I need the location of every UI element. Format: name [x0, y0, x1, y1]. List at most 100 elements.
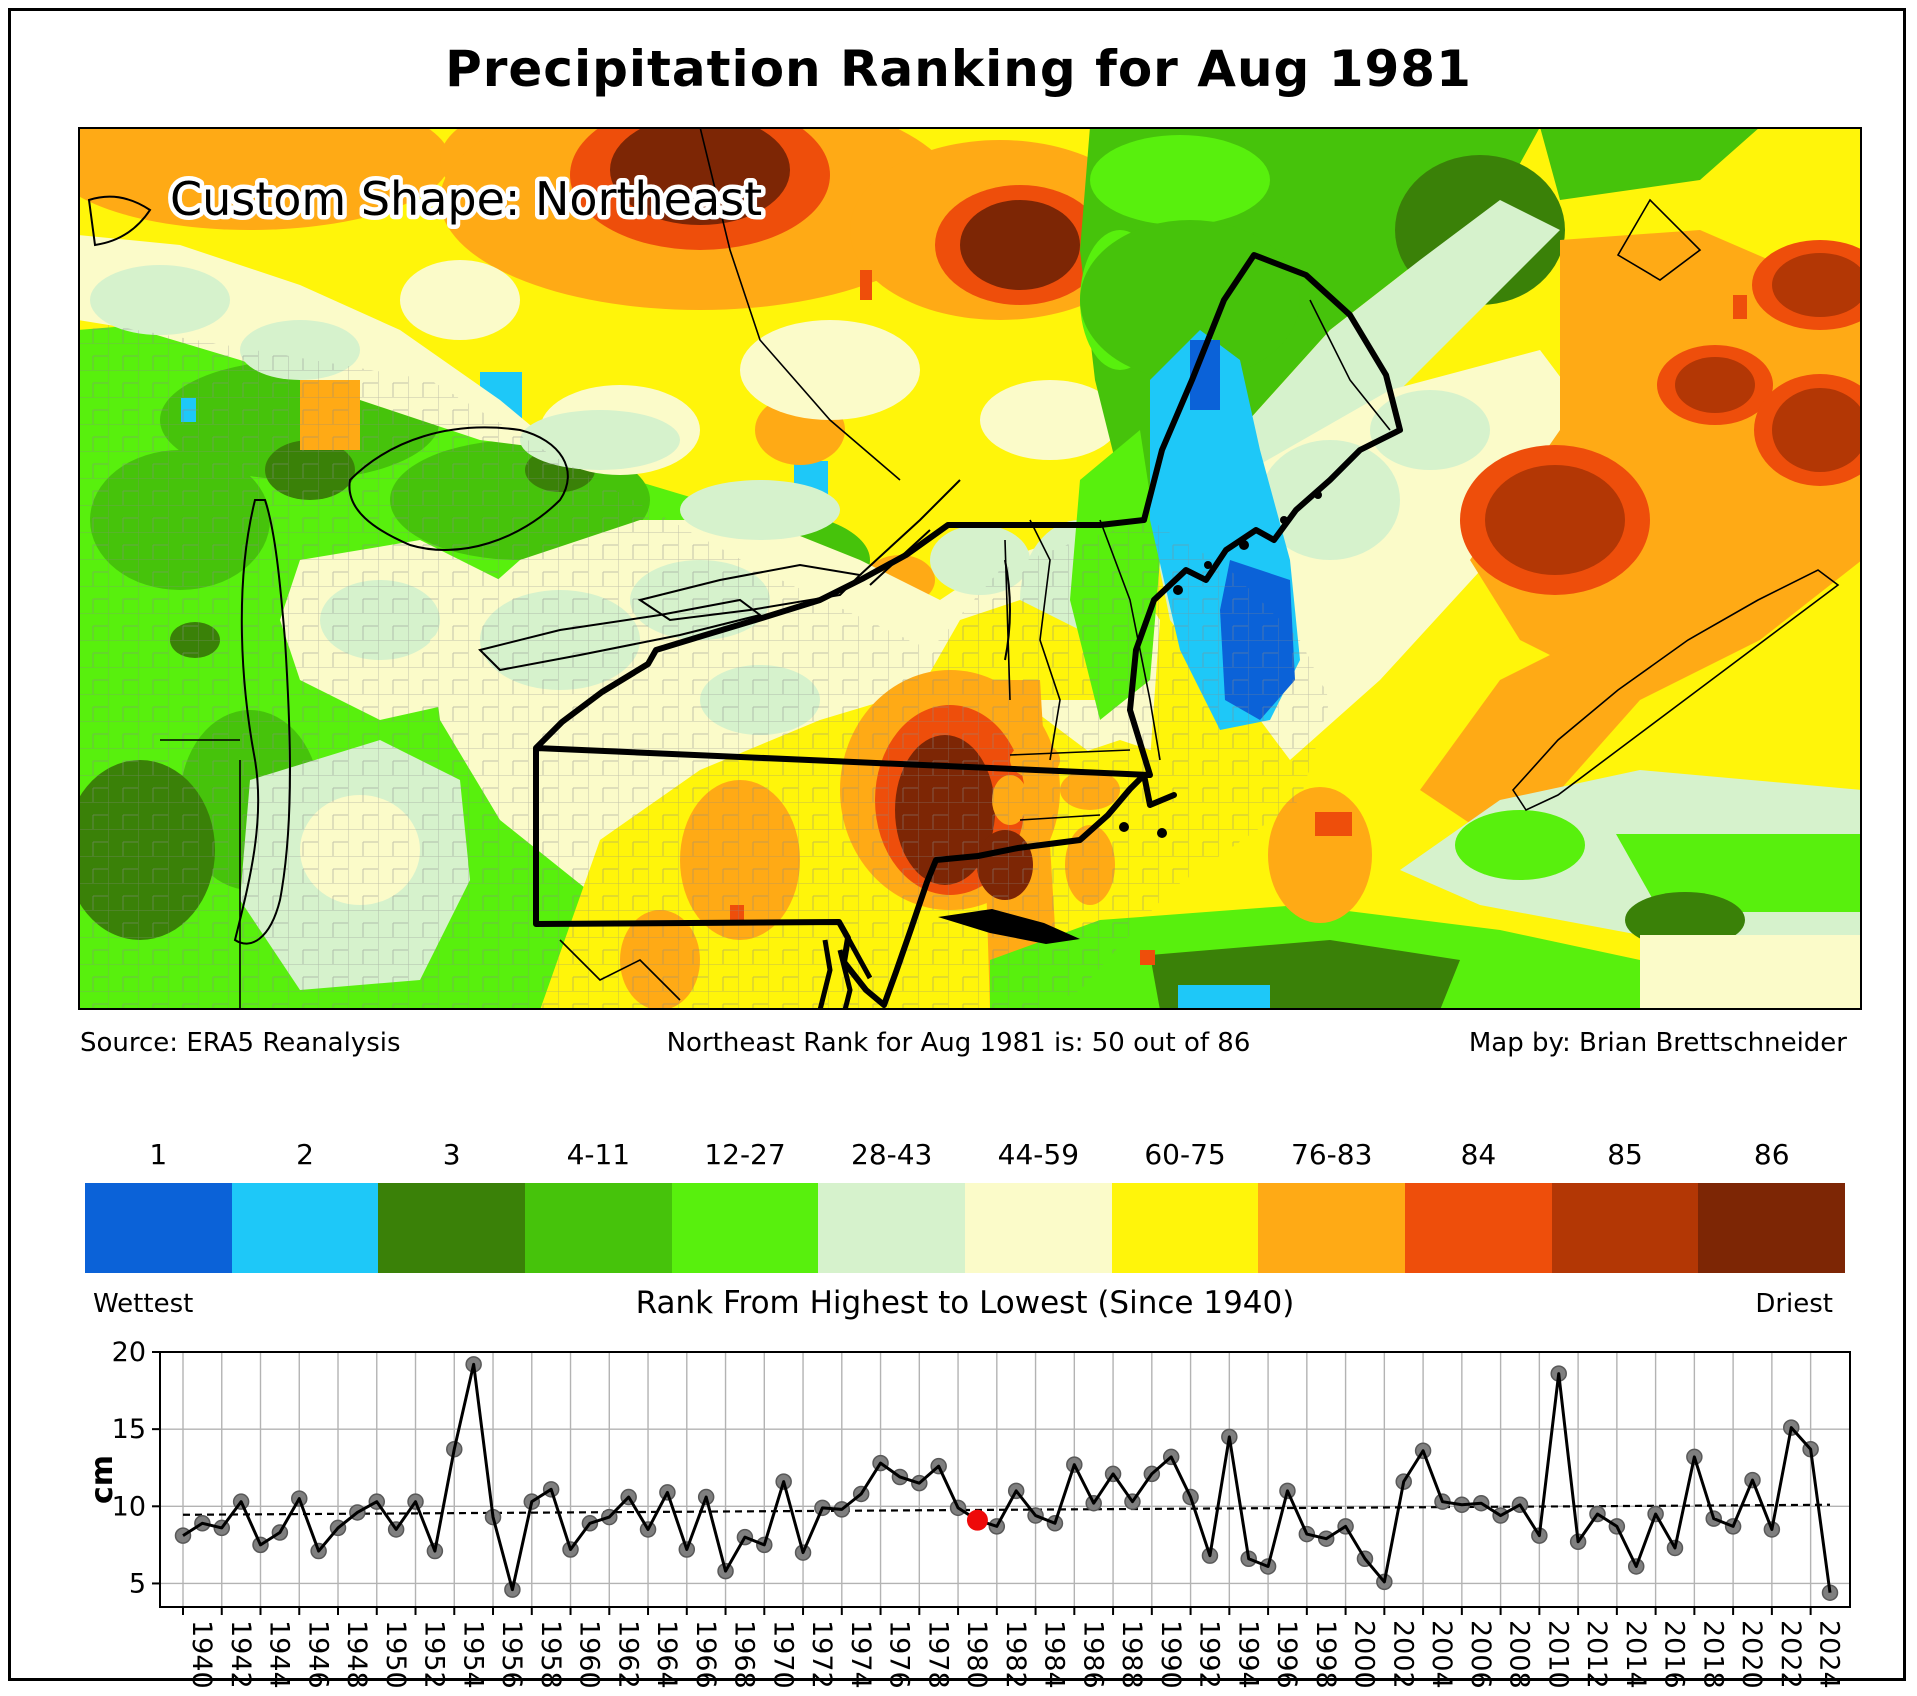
legend-category-label: 12-27 — [704, 1138, 786, 1171]
map-overlay-label: Custom Shape: Northeast — [170, 172, 762, 226]
chart-xtick-label: 1954 — [457, 1620, 488, 1689]
legend-category-label: 2 — [296, 1138, 314, 1171]
chart-xtick-label: 2006 — [1465, 1620, 1496, 1689]
chart-xtick-label: 1964 — [651, 1620, 682, 1689]
chart-ytick-label: 5 — [129, 1568, 146, 1599]
map-source: Source: ERA5 Reanalysis — [80, 1028, 401, 1058]
page-title: Precipitation Ranking for Aug 1981 — [445, 40, 1472, 98]
legend-swatch — [1258, 1183, 1406, 1273]
chart-xtick-label: 2000 — [1349, 1620, 1380, 1689]
map-region-maritimes-dry — [1420, 230, 1888, 830]
map-caption-row: Source: ERA5 Reanalysis Northeast Rank f… — [0, 1028, 1917, 1064]
legend-swatch — [671, 1183, 819, 1273]
chart-xtick-label: 2016 — [1659, 1620, 1690, 1689]
legend-swatch — [378, 1183, 526, 1273]
chart-xtick-label: 1984 — [1039, 1620, 1070, 1689]
chart-xtick-label: 2014 — [1620, 1620, 1651, 1689]
chart-xtick-label: 1992 — [1194, 1620, 1225, 1689]
chart-xtick-label: 1948 — [341, 1620, 372, 1689]
legend-category-label: 85 — [1607, 1138, 1643, 1171]
county-grid — [78, 320, 1330, 1010]
legend-category-label: 86 — [1753, 1138, 1790, 1171]
legend-colorbar — [85, 1183, 1846, 1273]
state-borders — [160, 126, 1840, 1010]
chart-xtick-label: 1994 — [1232, 1620, 1263, 1689]
chart-xtick-label: 2020 — [1736, 1620, 1767, 1689]
precipitation-map: Custom Shape: Northeast — [50, 90, 1888, 1011]
legend-category-label: 4-11 — [566, 1138, 631, 1171]
legend-category-label: 60-75 — [1144, 1138, 1226, 1171]
legend-swatch — [231, 1183, 379, 1273]
chart-series-line — [182, 1362, 1832, 1593]
chart-xtick-label: 1972 — [806, 1620, 837, 1689]
legend-swatch — [965, 1183, 1112, 1273]
chart-xtick-label: 2004 — [1426, 1620, 1457, 1689]
chart-xtick-label: 1950 — [380, 1620, 411, 1689]
chart-xtick-label: 1952 — [419, 1620, 450, 1689]
chart-xtick-label: 1986 — [1077, 1620, 1108, 1689]
legend-category-label: 84 — [1460, 1138, 1497, 1171]
chart-xtick-label: 1996 — [1271, 1620, 1302, 1689]
legend-labels: 1 2 3 4-11 12-27 28-43 44-59 60-75 76-83 84 85 86 — [85, 1138, 1845, 1171]
chart-ytick-label: 15 — [112, 1414, 146, 1445]
map-region-canada-dry — [50, 90, 1150, 605]
chart-xtick-label: 1942 — [225, 1620, 256, 1689]
chart-xtick-label: 2008 — [1504, 1620, 1535, 1689]
legend-swatch — [1405, 1183, 1552, 1273]
legend-swatch — [525, 1183, 672, 1273]
chart-xtick-label: 2010 — [1542, 1620, 1573, 1689]
chart-xtick-label: 2012 — [1581, 1620, 1612, 1689]
legend-swatch — [1698, 1183, 1846, 1273]
chart-xtick-label: 1988 — [1116, 1620, 1147, 1689]
chart-highlight-point — [966, 1509, 988, 1531]
map-rank-text: Northeast Rank for Aug 1981 is: 50 out o… — [666, 1028, 1251, 1058]
legend-caption: Rank From Highest to Lowest (Since 1940) — [635, 1285, 1295, 1321]
chart-xtick-label: 1976 — [884, 1620, 915, 1689]
chart-xtick-label: 1946 — [302, 1620, 333, 1689]
chart-xtick-label: 1956 — [496, 1620, 527, 1689]
chart-xtick-label: 1978 — [922, 1620, 953, 1689]
chart-xtick-label: 2002 — [1387, 1620, 1418, 1689]
chart-xtick-label: 2018 — [1697, 1620, 1728, 1689]
chart-xtick-label: 1982 — [1000, 1620, 1031, 1689]
legend-wettest-label: Wettest — [93, 1289, 194, 1319]
map-border — [78, 127, 1862, 1010]
legend-category-label: 28-43 — [851, 1138, 933, 1171]
chart-xtick-label: 1974 — [845, 1620, 876, 1689]
legend-swatch — [818, 1183, 966, 1273]
chart-xtick-label: 1962 — [612, 1620, 643, 1689]
chart-xtick-label: 1944 — [264, 1620, 295, 1689]
chart-xtick-label: 2022 — [1775, 1620, 1806, 1689]
chart-xtick-label: 1998 — [1310, 1620, 1341, 1689]
chart-xtick-label: 1958 — [535, 1620, 566, 1689]
map-region-gulf-cream — [1225, 350, 1600, 760]
chart-ytick-label: 10 — [112, 1491, 146, 1522]
chart-xtick-label: 1940 — [186, 1620, 217, 1689]
chart-xtick-label: 1966 — [690, 1620, 721, 1689]
page-border — [8, 8, 1906, 1681]
chart-trend-line — [182, 1503, 1831, 1516]
legend-bottom-row: Wettest Rank From Highest to Lowest (Sin… — [85, 1283, 1845, 1323]
timeseries-chart: 5 10 15 20 1940 1942 1944 1946 1948 1950 1952 1954 1… — [0, 1330, 1917, 1692]
map-credit: Map by: Brian Brettschneider — [1468, 1028, 1847, 1058]
chart-xtick-label: 1968 — [729, 1620, 760, 1689]
chart-ytick-label: 20 — [112, 1337, 146, 1368]
chart-xtick-label: 1970 — [767, 1620, 798, 1689]
legend-category-label: 1 — [149, 1138, 168, 1171]
legend-swatch — [85, 1183, 232, 1273]
chart-xtick-label: 1980 — [961, 1620, 992, 1689]
chart-xtick-label: 1960 — [574, 1620, 605, 1689]
legend-driest-label: Driest — [1755, 1289, 1833, 1319]
chart-ylabel: cm — [85, 1455, 120, 1504]
legend-category-label: 44-59 — [997, 1138, 1080, 1171]
legend-swatch — [1551, 1183, 1699, 1273]
legend-category-label: 76-83 — [1291, 1138, 1373, 1171]
chart-plot-border — [159, 1351, 1851, 1608]
legend-swatch — [1111, 1183, 1259, 1273]
chart-xtick-label: 1990 — [1155, 1620, 1186, 1689]
map-canvas: Custom Shape: Northeast — [50, 90, 1888, 1011]
chart-xtick-label: 2024 — [1814, 1620, 1845, 1689]
legend-category-label: 3 — [442, 1138, 461, 1171]
custom-shape-outline — [533, 252, 1403, 1011]
